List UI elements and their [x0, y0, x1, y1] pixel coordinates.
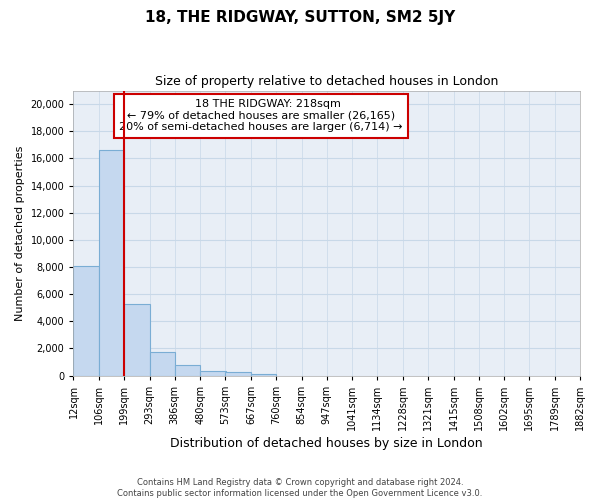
Text: 18 THE RIDGWAY: 218sqm
← 79% of detached houses are smaller (26,165)
20% of semi: 18 THE RIDGWAY: 218sqm ← 79% of detached… — [119, 99, 403, 132]
Bar — [175, 364, 200, 376]
X-axis label: Distribution of detached houses by size in London: Distribution of detached houses by size … — [170, 437, 483, 450]
Text: Contains HM Land Registry data © Crown copyright and database right 2024.
Contai: Contains HM Land Registry data © Crown c… — [118, 478, 482, 498]
Text: 18, THE RIDGWAY, SUTTON, SM2 5JY: 18, THE RIDGWAY, SUTTON, SM2 5JY — [145, 10, 455, 25]
Bar — [99, 150, 124, 376]
Bar — [200, 372, 226, 376]
Y-axis label: Number of detached properties: Number of detached properties — [15, 146, 25, 320]
Title: Size of property relative to detached houses in London: Size of property relative to detached ho… — [155, 75, 499, 88]
Bar — [251, 374, 277, 376]
Bar — [73, 266, 99, 376]
Bar — [149, 352, 175, 376]
Bar — [226, 372, 251, 376]
Bar — [124, 304, 149, 376]
